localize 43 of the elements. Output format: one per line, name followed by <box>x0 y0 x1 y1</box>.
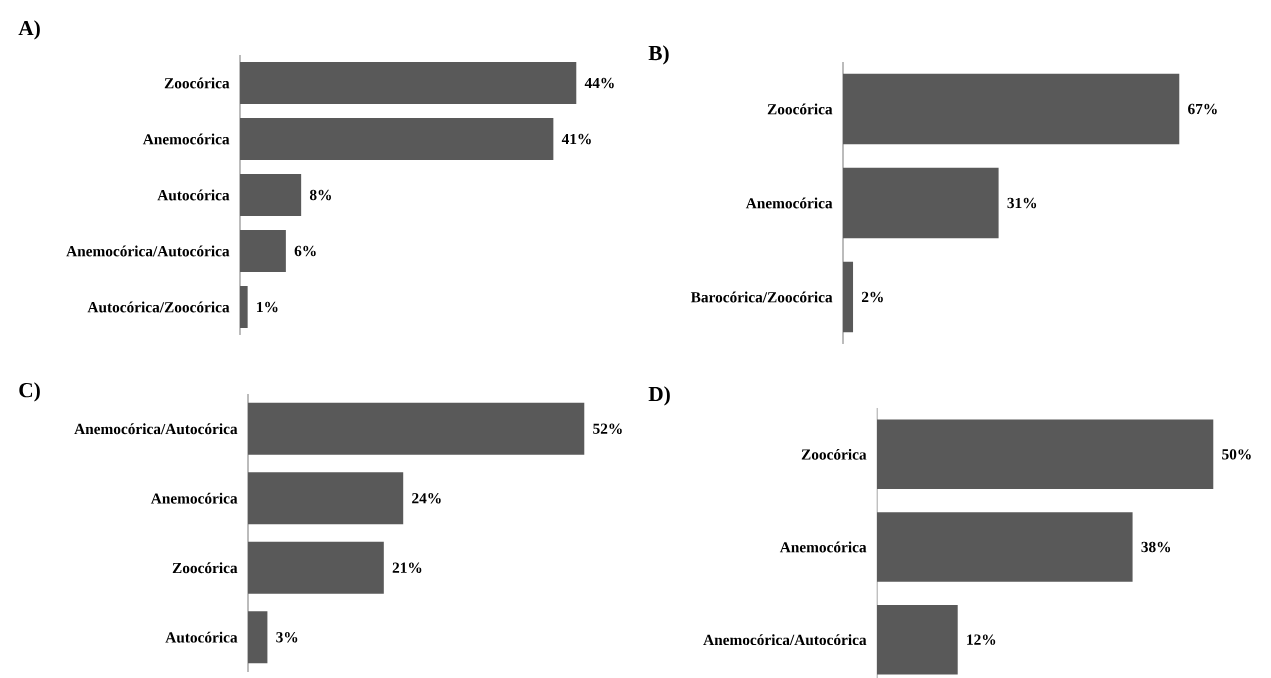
data-label: 41% <box>561 133 591 145</box>
bar <box>248 472 404 525</box>
bar <box>240 286 248 328</box>
bar <box>240 62 577 104</box>
data-label: 24% <box>412 493 441 504</box>
data-label: 21% <box>392 562 422 573</box>
data-label: 31% <box>1007 197 1037 209</box>
y-tick-label: Anemocórica <box>142 133 230 145</box>
bar <box>248 541 384 594</box>
y-tick-label: Anemocórica/Autocórica <box>74 423 238 435</box>
y-tick-label: Zoocórica <box>172 562 238 574</box>
bar <box>240 230 286 272</box>
y-tick-label: Autocórica <box>165 631 238 643</box>
y-tick-label: Zoocórica <box>164 77 230 89</box>
y-tick-label: Autocórica/Zoocórica <box>87 301 230 313</box>
y-tick-label: Anemocórica <box>150 492 238 504</box>
y-tick-label: Barocórica/Zoocórica <box>690 291 833 303</box>
y-tick-label: Anemocórica/Autocórica <box>66 245 230 257</box>
y-tick-label: Zoocórica <box>767 103 833 115</box>
text: C) <box>19 382 40 402</box>
text: D) <box>648 386 670 406</box>
data-label: 6% <box>294 245 316 257</box>
bar <box>248 402 585 455</box>
data-label: 67% <box>1188 103 1217 115</box>
text: B) <box>648 45 669 65</box>
data-label: 38% <box>1141 541 1171 553</box>
data-label: 52% <box>593 423 622 434</box>
bar <box>248 611 268 664</box>
data-label: 2% <box>861 291 883 303</box>
data-label: 8% <box>309 189 331 201</box>
bar <box>240 174 302 216</box>
data-label: 12% <box>967 634 996 645</box>
data-label: 50% <box>1222 449 1251 460</box>
y-tick-label: Autocórica <box>157 189 230 201</box>
data-label: 44% <box>584 77 614 89</box>
y-tick-label: Zoocórica <box>801 448 867 460</box>
y-tick-label: Anemocórica <box>745 197 833 209</box>
text: A) <box>18 20 40 40</box>
data-label: 3% <box>276 632 298 643</box>
bar <box>240 118 554 160</box>
y-tick-label: Anemocórica/Autocórica <box>703 634 867 646</box>
data-label: 1% <box>257 301 278 313</box>
y-tick-label: Anemocórica <box>779 541 867 553</box>
